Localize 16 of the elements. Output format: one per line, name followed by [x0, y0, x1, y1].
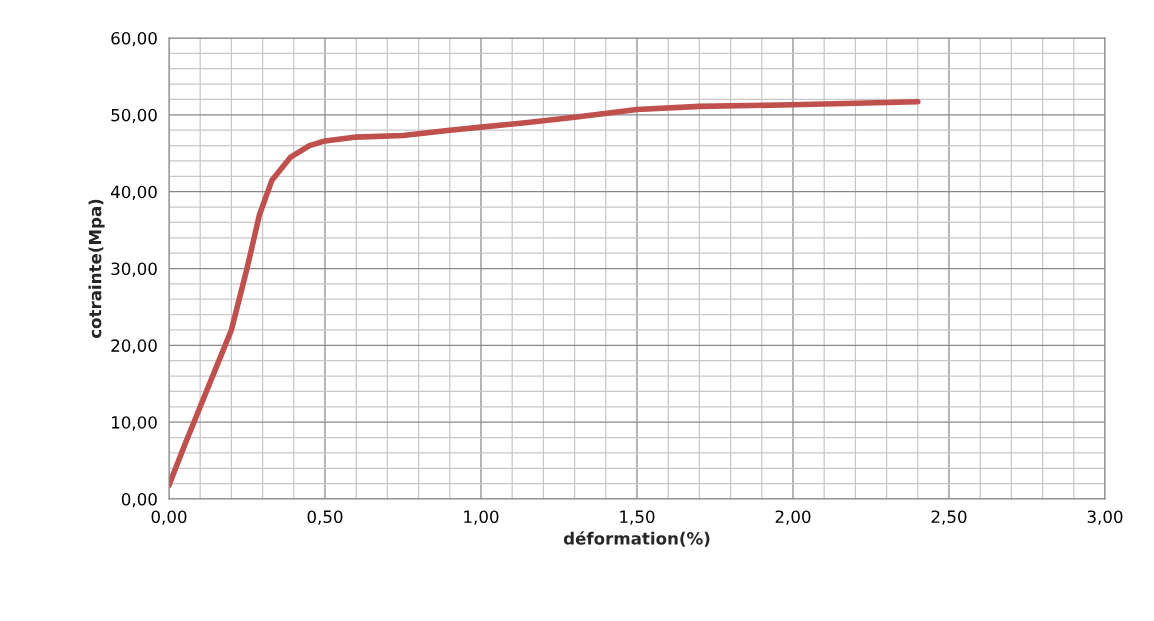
y-tick-label: 40,00	[110, 185, 157, 200]
x-tick-label: 0,50	[307, 510, 343, 525]
y-tick-label: 10,00	[112, 416, 157, 431]
x-axis-title: déformation(%)	[563, 531, 710, 547]
y-tick-label: 20,00	[111, 339, 157, 354]
x-tick-label: 2,50	[931, 510, 967, 525]
x-tick-label: 3,00	[1087, 510, 1123, 525]
y-tick-label: 50,00	[111, 108, 157, 124]
x-tick-label: 0,00	[151, 510, 187, 525]
x-tick-label: 2,00	[775, 510, 811, 525]
x-tick-label: 1,50	[620, 510, 655, 525]
y-tick-label: 60,00	[111, 31, 157, 47]
y-axis-title: cotrainte(Mpa)	[88, 199, 105, 339]
y-tick-label: 30,00	[111, 262, 157, 277]
x-tick-label: 1,00	[464, 510, 499, 525]
y-tick-label: 0,00	[121, 492, 157, 508]
